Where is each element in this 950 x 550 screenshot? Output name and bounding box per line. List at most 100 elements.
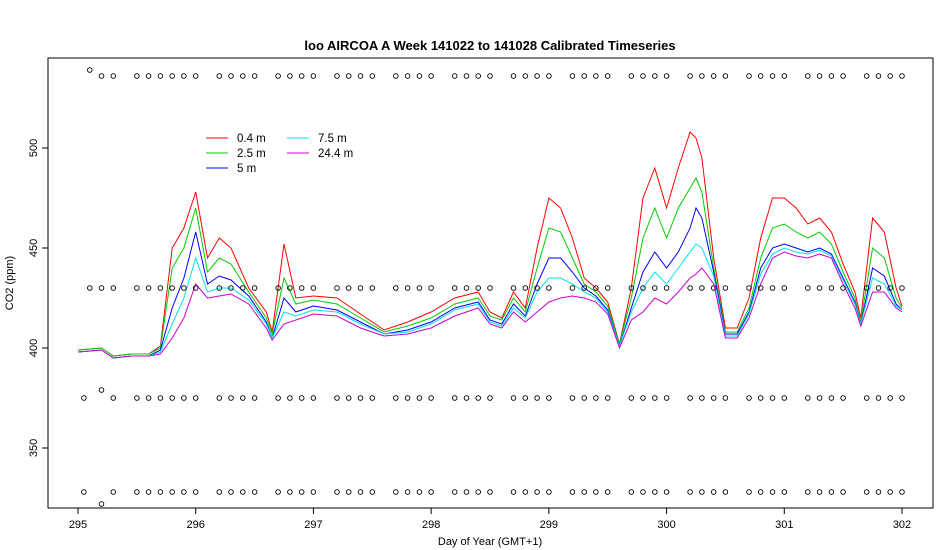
reference-point [240, 285, 246, 291]
reference-point [863, 73, 870, 79]
reference-point [369, 73, 376, 79]
series-layer [77, 131, 903, 359]
x-tick-label: 297 [304, 519, 322, 531]
reference-point [534, 489, 540, 495]
reference-point [699, 73, 705, 79]
reference-point [487, 285, 493, 291]
reference-point [192, 489, 199, 495]
reference-point [710, 489, 717, 495]
reference-point [863, 489, 870, 495]
reference-point [145, 489, 152, 495]
legend: 0.4 m 2.5 m 5 m 7.5 m 24.4 m [206, 133, 353, 175]
reference-point [81, 489, 87, 495]
reference-point [169, 489, 175, 495]
reference-point [604, 73, 611, 79]
y-tick-label: 350 [28, 439, 40, 457]
reference-point [487, 489, 493, 495]
reference-point [134, 489, 140, 495]
reference-point [710, 285, 717, 291]
reference-point [416, 73, 423, 79]
reference-point [816, 285, 823, 291]
reference-point [369, 489, 376, 495]
reference-point [604, 395, 611, 401]
reference-point [275, 395, 281, 401]
reference-point [192, 395, 199, 401]
reference-point [604, 285, 611, 291]
reference-point [404, 395, 411, 401]
reference-point [887, 73, 893, 79]
reference-point [863, 285, 870, 291]
reference-point [875, 489, 882, 495]
reference-point [663, 73, 670, 79]
reference-point [451, 285, 458, 291]
reference-point [240, 395, 246, 401]
reference-point [746, 285, 752, 291]
reference-point [569, 285, 576, 291]
reference-point [357, 489, 364, 495]
reference-point [722, 285, 729, 291]
reference-point [110, 73, 117, 79]
x-tick-label: 301 [775, 519, 793, 531]
reference-point [334, 73, 340, 79]
reference-point [404, 489, 411, 495]
reference-point [416, 395, 423, 401]
reference-point [522, 489, 529, 495]
axes-layer: 295 296 297 298 299 300 301 302 350 400 450 500 [28, 139, 911, 531]
reference-point [487, 73, 493, 79]
y-tick-label: 400 [28, 339, 40, 357]
reference-point [805, 395, 811, 401]
reference-point [546, 489, 552, 495]
reference-point [393, 395, 399, 401]
reference-point [298, 489, 305, 495]
reference-point [87, 285, 93, 291]
reference-point [169, 285, 175, 291]
reference-point [157, 489, 164, 495]
series-line-7-5-m [77, 243, 903, 359]
reference-point [663, 285, 670, 291]
reference-point [287, 489, 293, 495]
reference-point [428, 285, 434, 291]
reference-point [828, 395, 835, 401]
reference-point [228, 489, 234, 495]
reference-point [746, 73, 752, 79]
reference-point [640, 73, 646, 79]
reference-point [393, 489, 399, 495]
y-axis-label: CO2 (ppm) [4, 256, 16, 310]
reference-point [628, 395, 635, 401]
reference-point [510, 489, 517, 495]
reference-point [157, 395, 164, 401]
reference-point [310, 395, 317, 401]
reference-point [604, 489, 611, 495]
reference-point [710, 73, 717, 79]
reference-point [581, 489, 587, 495]
reference-point [534, 395, 540, 401]
reference-point [899, 73, 905, 79]
reference-point [863, 395, 870, 401]
reference-point [416, 285, 423, 291]
reference-point [652, 489, 658, 495]
reference-point [757, 73, 764, 79]
reference-point [110, 395, 117, 401]
reference-point [722, 395, 729, 401]
series-line-5-m [77, 206, 903, 359]
reference-point [251, 489, 258, 495]
reference-point [298, 395, 305, 401]
reference-point [769, 489, 776, 495]
reference-point [240, 73, 246, 79]
legend-label: 7.5 m [318, 133, 347, 145]
legend-label: 2.5 m [237, 148, 266, 160]
reference-point [287, 73, 293, 79]
reference-point [699, 489, 705, 495]
reference-point [145, 73, 152, 79]
reference-point [357, 285, 364, 291]
reference-point [534, 285, 540, 291]
reference-point [652, 395, 658, 401]
reference-point [181, 489, 187, 495]
reference-point [345, 489, 352, 495]
reference-point [181, 395, 187, 401]
reference-point [428, 395, 434, 401]
reference-point [769, 395, 776, 401]
reference-point [887, 395, 893, 401]
reference-point [510, 395, 517, 401]
